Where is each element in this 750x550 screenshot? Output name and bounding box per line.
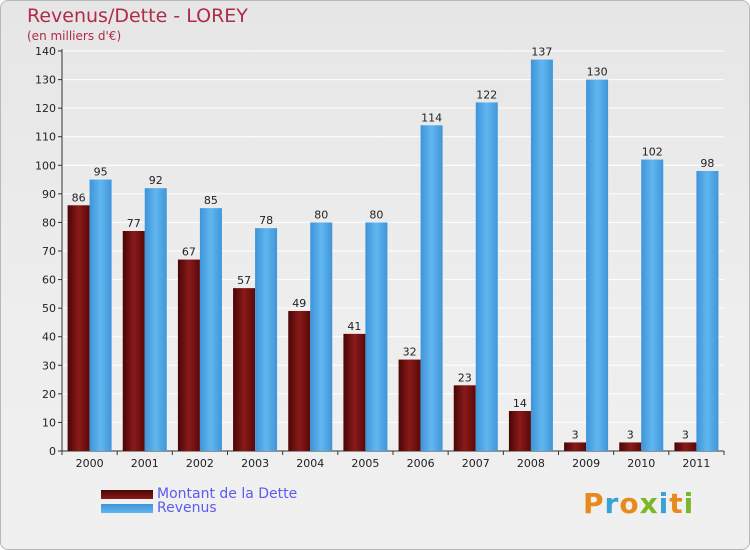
y-tick-label: 30 <box>42 359 56 372</box>
chart-title: Revenus/Dette - LOREY <box>27 5 248 27</box>
data-label-revenue: 122 <box>476 88 497 101</box>
bar-revenue <box>475 102 498 451</box>
bar-revenue <box>255 228 278 451</box>
y-tick-label: 100 <box>35 159 56 172</box>
logo-letter: t <box>669 487 684 520</box>
x-tick-label: 2005 <box>351 457 379 470</box>
x-tick-label: 2006 <box>407 457 435 470</box>
bar-revenue <box>89 179 112 452</box>
data-label-revenue: 137 <box>531 46 552 59</box>
bar-revenue <box>420 125 443 452</box>
data-label-revenue: 102 <box>642 146 663 159</box>
y-tick-label: 140 <box>35 45 56 58</box>
bar-debt <box>508 411 531 451</box>
data-label-debt: 49 <box>292 297 306 310</box>
x-tick-label: 2011 <box>682 457 710 470</box>
y-tick-label: 90 <box>42 188 56 201</box>
y-tick-label: 80 <box>42 216 56 229</box>
data-labels: 86 95 77 92 67 85 57 78 49 80 41 80 32 114 23 122 14 137 3… <box>72 46 715 442</box>
data-label-debt: 41 <box>347 320 361 333</box>
bar-revenue <box>365 222 388 451</box>
axes: 0 10 20 30 40 50 60 70 80 90 100 110 120 130 140 2000 20… <box>35 45 725 470</box>
proxiti-logo: Proxiti <box>583 487 694 520</box>
bar-revenue <box>696 171 719 451</box>
bar-revenue <box>199 208 222 451</box>
bar-debt <box>288 311 311 451</box>
bars <box>67 59 719 452</box>
y-tick-label: 40 <box>42 331 56 344</box>
data-label-revenue: 85 <box>204 194 218 207</box>
data-label-debt: 86 <box>72 191 86 204</box>
logo-letter: r <box>604 487 620 520</box>
y-tick-label: 20 <box>42 388 56 401</box>
data-label-debt: 77 <box>127 217 141 230</box>
chart-subtitle: (en milliers d'€) <box>27 29 122 43</box>
x-tick-label: 2002 <box>186 457 214 470</box>
bar-debt <box>619 442 642 451</box>
data-label-revenue: 114 <box>421 111 442 124</box>
y-tick-label: 60 <box>42 274 56 287</box>
x-tick-label: 2008 <box>517 457 545 470</box>
data-label-debt: 32 <box>403 346 417 359</box>
y-tick-label: 0 <box>49 445 56 458</box>
x-tick-label: 2003 <box>241 457 269 470</box>
grid-lines <box>62 50 724 452</box>
bar-revenue <box>530 59 553 451</box>
bar-revenue <box>144 188 167 451</box>
data-label-debt: 3 <box>572 428 579 441</box>
legend-item-revenue: Revenus <box>101 500 297 516</box>
bar-revenue <box>310 222 333 451</box>
data-label-debt: 14 <box>513 397 527 410</box>
x-tick-label: 2004 <box>296 457 324 470</box>
bar-debt <box>453 385 476 451</box>
bar-debt <box>233 288 256 451</box>
y-tick-label: 70 <box>42 245 56 258</box>
data-label-debt: 3 <box>682 428 689 441</box>
x-tick-label: 2009 <box>572 457 600 470</box>
data-label-revenue: 130 <box>587 66 608 79</box>
logo-letter: x <box>639 487 659 520</box>
x-tick-label: 2001 <box>131 457 159 470</box>
bar-debt <box>674 442 697 451</box>
y-tick-label: 110 <box>35 131 56 144</box>
data-label-revenue: 92 <box>149 174 163 187</box>
bar-debt <box>343 333 366 451</box>
data-label-revenue: 78 <box>259 214 273 227</box>
data-label-debt: 3 <box>627 428 634 441</box>
x-tick-label: 2007 <box>462 457 490 470</box>
legend-swatch-debt <box>101 489 153 499</box>
bar-debt <box>177 259 200 451</box>
data-label-revenue: 80 <box>314 208 328 221</box>
bar-debt <box>122 231 145 451</box>
y-tick-label: 50 <box>42 302 56 315</box>
data-label-debt: 67 <box>182 246 196 259</box>
y-tick-label: 120 <box>35 102 56 115</box>
legend: Montant de la Dette Revenus <box>101 486 298 516</box>
legend-label-debt: Montant de la Dette <box>157 486 298 502</box>
bar-debt <box>564 442 587 451</box>
x-tick-label: 2010 <box>627 457 655 470</box>
legend-label-revenue: Revenus <box>157 500 217 516</box>
y-tick-label: 130 <box>35 74 56 87</box>
data-label-revenue: 80 <box>369 208 383 221</box>
bar-revenue <box>586 79 609 452</box>
data-label-revenue: 98 <box>700 157 714 170</box>
bar-revenue <box>641 159 664 452</box>
data-label-debt: 23 <box>458 371 472 384</box>
logo-letter: o <box>619 487 640 520</box>
x-tick-label: 2000 <box>76 457 104 470</box>
data-label-revenue: 95 <box>94 166 108 179</box>
bar-debt <box>67 205 90 451</box>
logo-letter: P <box>583 487 605 520</box>
y-tick-label: 10 <box>42 416 56 429</box>
logo-letter: i <box>658 487 670 520</box>
legend-item-debt: Montant de la Dette <box>101 486 298 502</box>
logo-letter: i <box>683 487 695 520</box>
legend-swatch-revenue <box>101 503 153 513</box>
bar-debt <box>398 359 421 451</box>
data-label-debt: 57 <box>237 274 251 287</box>
